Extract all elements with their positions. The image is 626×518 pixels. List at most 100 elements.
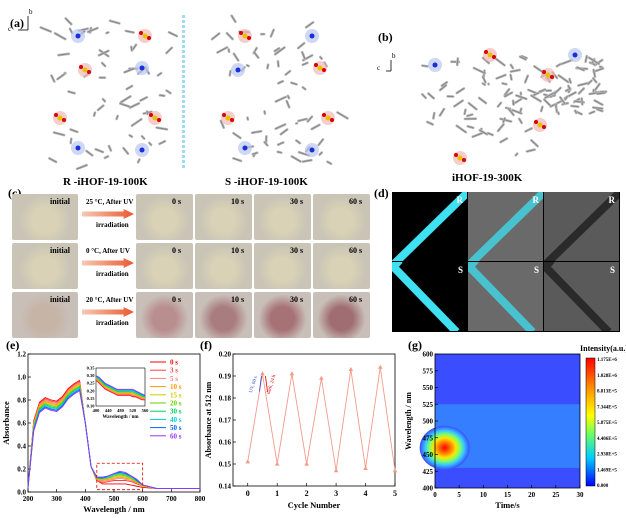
bond <box>275 96 287 103</box>
oxygen-atom <box>550 75 554 79</box>
x-tick-label: 800 <box>195 495 206 503</box>
bond <box>48 157 57 163</box>
oxygen-atom <box>454 153 458 157</box>
bond <box>290 82 298 85</box>
chart-g-heatmap: 0 5 10 15 20 25 30 400 425 450 475 500 525 550 575 600 T… <box>404 344 626 510</box>
y-tick-label: 0.8 <box>17 397 26 405</box>
inset-series-line <box>95 375 146 397</box>
time-label: 0 s <box>172 246 182 255</box>
oxygen-atom <box>322 113 326 117</box>
bond <box>40 26 52 33</box>
legend-label: 50 s <box>170 424 182 432</box>
legend-label: 15 s <box>170 391 182 399</box>
bond <box>291 155 302 163</box>
divider-dashed <box>182 15 185 170</box>
inset-series-line <box>95 376 146 398</box>
legend-label: 5 s <box>170 375 178 383</box>
sample-photo <box>136 243 193 289</box>
bond <box>266 64 269 69</box>
colorbar-tick: 1.175E+6 <box>597 358 617 363</box>
condition-label: 25 °C, After UV <box>86 198 134 206</box>
bond <box>129 102 140 109</box>
bond <box>463 109 467 115</box>
bond <box>216 46 228 54</box>
bond <box>275 123 286 130</box>
bond <box>302 86 306 90</box>
bond <box>115 115 119 120</box>
bond <box>441 81 448 87</box>
bond <box>101 62 106 67</box>
time-label: 60 s <box>349 246 363 255</box>
highlight-box <box>96 462 144 491</box>
bond <box>482 82 486 86</box>
x-tick-label: 200 <box>23 495 34 503</box>
micrograph-tile: S <box>392 262 467 331</box>
nitrogen-atom <box>139 147 145 153</box>
bond <box>504 88 510 96</box>
bond <box>319 56 323 60</box>
y-tick-label: 0.2 <box>17 466 26 474</box>
x-tick-label: 5 <box>457 491 461 499</box>
bond <box>427 92 435 99</box>
inset-series-line <box>95 378 146 399</box>
bond <box>305 21 314 28</box>
bond <box>252 152 258 155</box>
sample-photo <box>254 243 311 289</box>
bond <box>473 67 486 74</box>
sample-photo-initial <box>12 243 78 289</box>
bond <box>495 74 507 80</box>
caption-s-ihof: S -iHOF-19-100K <box>225 176 308 188</box>
bond <box>504 91 513 98</box>
time-label: 10 s <box>231 197 245 206</box>
bond <box>501 82 507 85</box>
bond <box>70 138 72 144</box>
legend-label: 10 s <box>170 383 182 391</box>
label-initial: initial <box>50 197 71 206</box>
y-axis-label: Wavelength / nm <box>404 392 413 450</box>
bond <box>581 97 583 106</box>
y-tick-label: 500 <box>423 418 434 426</box>
sample-photo <box>313 243 370 289</box>
bond <box>596 108 604 112</box>
bond <box>318 138 324 146</box>
bond <box>518 118 523 124</box>
panel-a-label: (a) <box>10 16 24 30</box>
bond <box>530 139 539 147</box>
cycle-point <box>319 375 324 380</box>
sample-photo <box>195 194 252 240</box>
panel-f-label: (f) <box>200 338 212 352</box>
micrograph-tile: S <box>544 262 619 331</box>
bond <box>131 118 142 127</box>
bond <box>109 20 120 25</box>
annotation-dark: dark, 24 h <box>266 374 277 395</box>
sample-photo <box>136 194 193 240</box>
bond <box>104 155 109 159</box>
bond <box>556 63 562 67</box>
bond <box>211 32 220 40</box>
bond <box>439 108 445 117</box>
bond <box>277 60 280 67</box>
bond <box>557 111 560 115</box>
inset-y-tick: 0.35 <box>87 366 96 371</box>
micrograph-tile: R <box>544 192 619 261</box>
sulfur-atom <box>487 52 493 58</box>
oxygen-atom <box>314 63 318 67</box>
bond <box>67 90 76 94</box>
oxygen-atom <box>222 113 226 117</box>
bond <box>589 110 595 115</box>
bond <box>594 99 604 106</box>
sulfur-atom <box>57 115 63 121</box>
bond <box>510 64 514 69</box>
bond <box>495 58 506 66</box>
bond <box>478 97 487 104</box>
bond <box>482 76 487 83</box>
bond <box>584 55 588 63</box>
y-tick-label: 550 <box>423 384 434 392</box>
colorbar-tick: 5.875E+5 <box>597 421 617 426</box>
bond <box>53 131 65 136</box>
bond <box>568 78 572 84</box>
bond <box>521 55 528 59</box>
legend-label: 0 s <box>170 359 178 367</box>
bond <box>87 27 99 33</box>
tile-label: R <box>456 195 464 205</box>
